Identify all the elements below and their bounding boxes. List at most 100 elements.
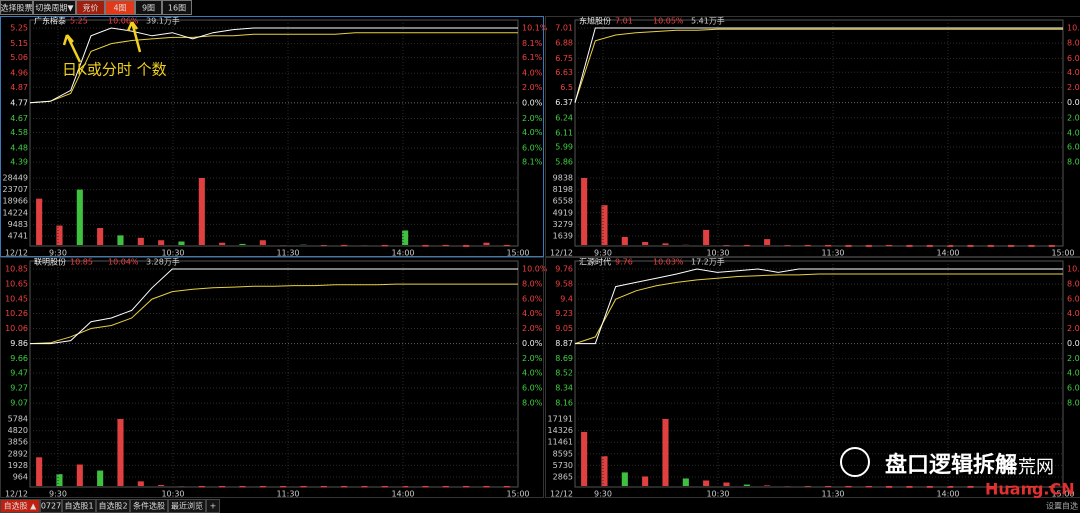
price-tick-label: 9.47	[10, 368, 28, 377]
time-label: 14:00	[391, 490, 414, 499]
pct-tick-label: 6.0%	[522, 384, 543, 393]
price-tick-label: 10.65	[5, 280, 28, 289]
stock-name: 东旭股份	[579, 16, 611, 26]
volume-bar	[341, 486, 348, 488]
pct-tick-label: 0.0%	[522, 339, 543, 348]
price-tick-label: 10.06	[5, 324, 28, 333]
volume-bar	[967, 486, 974, 488]
price-tick-label: 6.75	[555, 54, 573, 63]
toolbar-button[interactable]	[162, 0, 192, 15]
price-tick-label: 5.25	[10, 24, 28, 33]
volume-bar	[158, 240, 165, 245]
panel-frame	[545, 257, 1080, 498]
panel-frame	[0, 16, 544, 257]
volume-bar	[259, 240, 266, 245]
volume-bar	[764, 485, 771, 486]
toolbar-button[interactable]	[105, 0, 135, 15]
price-tick-label: 8.69	[555, 354, 573, 363]
price-tick-label: 9.76	[555, 265, 573, 274]
volume-bar	[1028, 486, 1035, 488]
pct-tick-label: 6.1%	[522, 53, 543, 62]
tab-label: 0727	[41, 502, 61, 511]
stock-change: 10.05%	[653, 17, 684, 26]
price-tick-label: 9.05	[555, 324, 573, 333]
avg-line	[574, 273, 1063, 345]
volume-bar	[987, 245, 994, 247]
avg-line	[29, 283, 518, 345]
volume-bar	[158, 484, 165, 486]
price-tick-label: 10.85	[5, 265, 28, 274]
volume-bar	[601, 456, 608, 486]
vol-tick-label: 2865	[553, 473, 573, 482]
toolbar-button[interactable]	[33, 0, 76, 15]
volume-bar	[178, 241, 185, 245]
tab-label: +	[210, 502, 217, 511]
volume-bar	[117, 235, 124, 245]
price-tick-label: 10.26	[5, 309, 28, 318]
vol-tick-label: 2892	[8, 449, 28, 458]
pct-tick-label: 2.0%	[522, 354, 543, 363]
toolbar-label: 竞价	[83, 3, 99, 13]
stock-change: 10.06%	[108, 17, 139, 26]
price-tick-label: 8.16	[555, 399, 573, 408]
pct-tick-label: 10.0%	[522, 265, 548, 274]
toolbar-button[interactable]	[0, 0, 33, 15]
vol-tick-label: 4741	[8, 232, 28, 241]
stock-price: 7.01	[615, 17, 633, 26]
volume-bar	[402, 230, 409, 245]
toolbar-button[interactable]	[76, 0, 105, 15]
pct-tick-label: 0.0%	[1067, 98, 1080, 107]
volume-bar	[137, 237, 144, 245]
stock-price: 10.85	[70, 258, 93, 267]
pct-tick-label: 8.0%	[1067, 399, 1080, 408]
volume-bar	[341, 245, 348, 247]
time-label: 11:30	[821, 249, 844, 258]
pct-tick-label: 2.0%	[522, 324, 543, 333]
pct-tick-label: 4.0%	[1067, 128, 1080, 137]
vol-tick-label: 5784	[8, 415, 28, 424]
volume-bar	[743, 245, 750, 247]
vol-tick-label: 8595	[553, 449, 573, 458]
stock-volume: 3.28万手	[146, 257, 180, 267]
price-tick-label: 6.11	[555, 128, 573, 137]
pct-tick-label: 2.0%	[1067, 354, 1080, 363]
volume-bar	[198, 178, 205, 245]
volume-bar	[926, 486, 933, 488]
volume-bar	[76, 464, 83, 486]
volume-bar	[642, 476, 649, 486]
watermark: 盘口逻辑拆解	[885, 452, 1017, 478]
pct-tick-label: 4.0%	[522, 309, 543, 318]
pct-tick-label: 4.0%	[1067, 368, 1080, 377]
pct-tick-label: 4.0%	[522, 368, 543, 377]
stock-change: 10.04%	[108, 258, 139, 267]
volume-bar	[723, 482, 730, 486]
price-tick-label: 5.86	[555, 158, 573, 167]
date-label: 12/12	[550, 490, 573, 499]
time-label: 14:00	[936, 249, 959, 258]
volume-bar	[402, 486, 409, 488]
toolbar-button[interactable]	[135, 0, 162, 15]
time-label: 15:00	[506, 249, 529, 258]
time-label: 10:30	[706, 249, 729, 258]
corner-label[interactable]: 设置自选	[1046, 501, 1078, 511]
volume-bar	[239, 486, 246, 488]
date-label: 12/12	[5, 490, 28, 499]
volume-bar	[300, 486, 307, 488]
time-label: 14:00	[391, 249, 414, 258]
pct-tick-label: 8.1%	[522, 158, 543, 167]
pct-tick-label: 2.0%	[522, 83, 543, 92]
price-tick-label: 10.45	[5, 295, 28, 304]
volume-bar	[1008, 486, 1015, 488]
volume-bar	[642, 241, 649, 245]
time-label: 10:30	[161, 249, 184, 258]
price-tick-label: 5.15	[10, 39, 28, 48]
volume-bar	[97, 228, 104, 245]
price-tick-label: 5.99	[555, 142, 573, 151]
stock-volume: 39.1万手	[146, 16, 180, 26]
volume-bar	[36, 457, 43, 486]
volume-bar	[1048, 245, 1055, 247]
price-tick-label: 4.77	[10, 98, 28, 107]
price-tick-label: 9.86	[10, 339, 28, 348]
time-label: 9:30	[49, 490, 67, 499]
price-tick-label: 6.37	[555, 98, 573, 107]
